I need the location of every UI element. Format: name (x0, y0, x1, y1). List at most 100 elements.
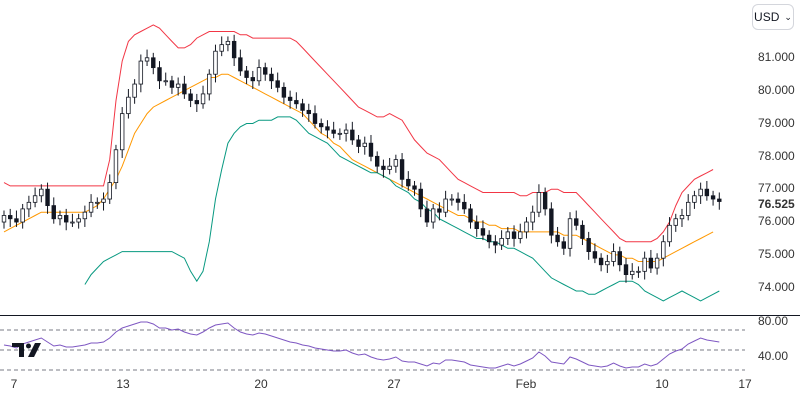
candle-body (337, 132, 343, 135)
candle-body (325, 126, 330, 131)
candle-body (300, 103, 305, 111)
candle-body (661, 241, 666, 259)
candle-body (424, 208, 430, 223)
candle-body (95, 201, 100, 204)
candle-body (686, 201, 691, 216)
tradingview-logo-icon (12, 343, 41, 357)
rsi-band-lines (0, 329, 745, 371)
candle-body (157, 67, 162, 82)
candle-body (592, 251, 598, 259)
candle-body (374, 155, 380, 167)
candle-body (393, 159, 399, 167)
candle-body (443, 198, 448, 213)
candle-body (673, 218, 678, 226)
candle-body (238, 57, 243, 72)
candle-body (45, 188, 50, 207)
candle-body (381, 165, 386, 170)
candle-body (225, 40, 231, 46)
price-tick-74: 74.000 (758, 280, 795, 294)
candle-body (126, 96, 131, 115)
candle-body (611, 251, 616, 262)
candle-body (455, 198, 461, 203)
candle-body (194, 100, 200, 105)
currency-selector[interactable]: USD ⌄ (752, 4, 794, 30)
time-tick-7: 7 (11, 377, 18, 391)
candle-body (698, 188, 703, 197)
currency-selector-value: USD (754, 10, 780, 24)
candle-body (287, 96, 293, 101)
candle-body (580, 224, 585, 239)
candle-body (350, 129, 355, 141)
candle-body (119, 113, 125, 151)
candle-body (524, 221, 529, 233)
candle-body (207, 73, 212, 95)
rsi-tick-40: 40.00 (758, 349, 788, 363)
time-tick-27: 27 (387, 377, 401, 391)
price-tick-80: 80.000 (758, 83, 795, 97)
time-tick-13: 13 (116, 377, 130, 391)
candle-body (449, 198, 455, 201)
chevron-down-icon: ⌄ (784, 11, 792, 22)
candle-body (64, 215, 69, 223)
candle-body (151, 57, 156, 69)
candle-body (667, 224, 672, 243)
candle-body (219, 44, 224, 52)
candle-body (82, 211, 88, 220)
lower-bollinger-band-line (84, 116, 720, 302)
time-axis[interactable]: 7 13 20 27 Feb 10 17 (11, 377, 752, 391)
candle-body (468, 208, 473, 223)
candle-body (269, 73, 274, 82)
price-axis[interactable]: 81.000 80.000 79.000 78.000 77.000 76.00… (758, 50, 795, 294)
candle-body (462, 201, 467, 210)
candle-body (630, 270, 635, 275)
time-tick-10: 10 (655, 377, 669, 391)
candle-body (319, 123, 324, 128)
price-pane-background[interactable] (0, 0, 745, 315)
time-tick-20: 20 (254, 377, 268, 391)
candle-body (648, 257, 654, 269)
candle-body (623, 264, 629, 275)
candle-body (26, 201, 32, 210)
candle-body (493, 241, 498, 246)
candle-body (169, 80, 175, 88)
candle-body (32, 195, 38, 203)
candle-body (505, 231, 511, 239)
candle-body (132, 83, 137, 98)
candle-body (399, 159, 405, 180)
candle-body (57, 215, 63, 220)
candle-body (368, 142, 374, 157)
candle-body (586, 238, 591, 253)
time-tick-feb: Feb (516, 377, 537, 391)
candlestick-series (1, 34, 722, 283)
price-tick-77: 77.000 (758, 181, 795, 195)
price-pane[interactable] (0, 0, 745, 315)
candle-body (617, 251, 622, 266)
candle-body (480, 228, 486, 236)
candle-body (704, 188, 710, 197)
candle-body (263, 67, 268, 75)
candle-body (175, 83, 181, 88)
candle-body (144, 57, 150, 62)
candle-body (76, 218, 81, 223)
candle-body (113, 149, 119, 184)
candle-body (275, 80, 280, 88)
price-tick-81: 81.000 (758, 50, 795, 64)
candle-body (642, 257, 647, 272)
tradingview-logo[interactable] (12, 341, 44, 359)
candle-body (511, 231, 517, 239)
candle-body (387, 165, 392, 170)
candle-body (188, 93, 193, 101)
candle-body (331, 129, 336, 134)
candle-body (294, 100, 299, 105)
last-price-label: 76.525 (758, 197, 795, 211)
candle-body (555, 234, 560, 243)
candle-body (20, 208, 25, 223)
upper-bollinger-band-line (3, 24, 714, 243)
candle-body (107, 182, 112, 200)
rsi-axis[interactable]: 80.00 40.00 (758, 314, 788, 363)
candle-body (499, 238, 504, 246)
candle-body (692, 195, 697, 203)
candle-body (163, 80, 168, 83)
rsi-pane[interactable] (0, 321, 745, 371)
